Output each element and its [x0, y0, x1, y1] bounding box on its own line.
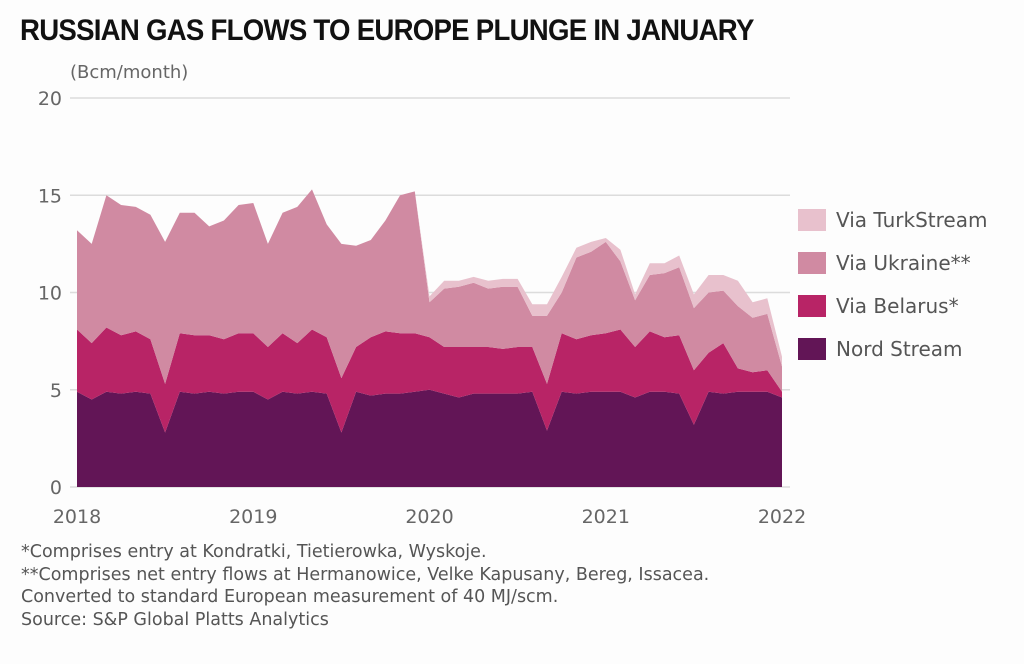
legend-swatch-turkstream	[798, 208, 826, 231]
legend-label: Via Belarus*	[836, 293, 959, 318]
legend-swatch-ukraine	[798, 251, 826, 274]
y-tick-label: 5	[50, 380, 62, 402]
y-tick-label: 10	[38, 283, 62, 305]
x-tick-label: 2021	[582, 506, 630, 528]
legend-item-nord-stream: Nord Stream	[798, 327, 987, 370]
x-tick-label: 2020	[405, 506, 453, 528]
y-tick-label: 20	[38, 88, 62, 110]
area-via-ukraine	[77, 189, 782, 392]
area-nord-stream	[77, 389, 782, 487]
legend-label: Via Ukraine**	[836, 250, 971, 275]
y-tick-label: 15	[38, 185, 62, 207]
legend-item-ukraine: Via Ukraine**	[798, 241, 987, 284]
legend-item-turkstream: Via TurkStream	[798, 198, 987, 241]
footnote-belarus: *Comprises entry at Kondratki, Tietierow…	[21, 542, 487, 562]
legend-item-belarus: Via Belarus*	[798, 284, 987, 327]
footnote-ukraine: **Comprises net entry flows at Hermanowi…	[21, 564, 710, 585]
chart-title: RUSSIAN GAS FLOWS TO EUROPE PLUNGE IN JA…	[20, 14, 754, 47]
legend-label: Via TurkStream	[836, 207, 988, 232]
x-tick-label: 2019	[229, 506, 277, 528]
footnote-conversion: Converted to standard European measureme…	[21, 587, 559, 607]
x-tick-label: 2022	[758, 506, 806, 528]
legend-swatch-belarus	[798, 294, 826, 317]
footnote-source: Source: S&P Global Platts Analytics	[21, 609, 329, 630]
x-tick-label: 2018	[53, 506, 101, 528]
footnotes: *Comprises entry at Kondratki, Tietierow…	[21, 541, 709, 631]
y-tick-label: 0	[50, 477, 62, 499]
legend: Via TurkStream Via Ukraine** Via Belarus…	[798, 198, 987, 370]
area-via-belarus	[77, 327, 782, 433]
legend-label: Nord Stream	[836, 336, 963, 361]
y-axis-unit-label: (Bcm/month)	[70, 62, 189, 83]
legend-swatch-nord-stream	[798, 337, 826, 360]
